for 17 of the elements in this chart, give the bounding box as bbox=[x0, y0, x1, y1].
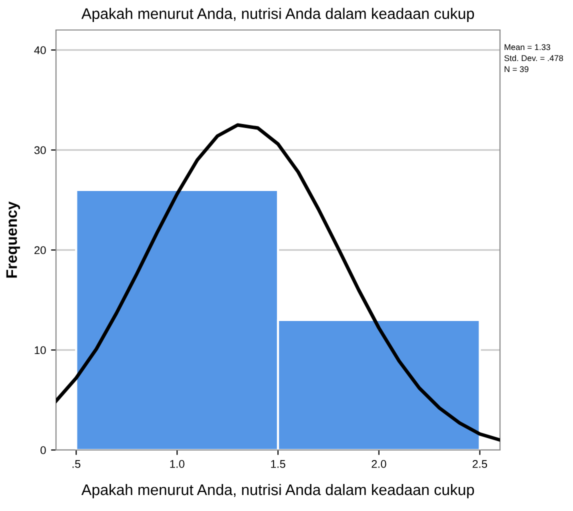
x-tick-label: .5 bbox=[72, 460, 80, 468]
x-tick-label: 1.0 bbox=[170, 460, 184, 468]
y-tick-label: 20 bbox=[34, 246, 46, 254]
y-tick-label: 40 bbox=[34, 46, 46, 54]
line-series bbox=[56, 123, 500, 442]
text: Mean = 1.33 bbox=[504, 44, 550, 50]
y-tick-label: 10 bbox=[34, 346, 46, 354]
y-tick-label: 30 bbox=[34, 146, 46, 154]
x-axis-title: Apakah menurut Anda, nutrisi Anda dalam keadaan cukup bbox=[81, 484, 474, 498]
y-tick-label: 0 bbox=[40, 446, 46, 454]
text: N = 39 bbox=[504, 66, 528, 72]
x-tick-label: 2.5 bbox=[472, 460, 488, 468]
x-tick-label: 1.5 bbox=[271, 460, 286, 468]
y-axis-title: Frequency bbox=[6, 201, 20, 278]
text: Std. Dev. = .478 bbox=[504, 55, 564, 62]
x-tick-label: 2.0 bbox=[372, 460, 386, 468]
chart-title: Apakah menurut Anda, nutrisi Anda dalam keadaan cukup bbox=[81, 8, 474, 22]
